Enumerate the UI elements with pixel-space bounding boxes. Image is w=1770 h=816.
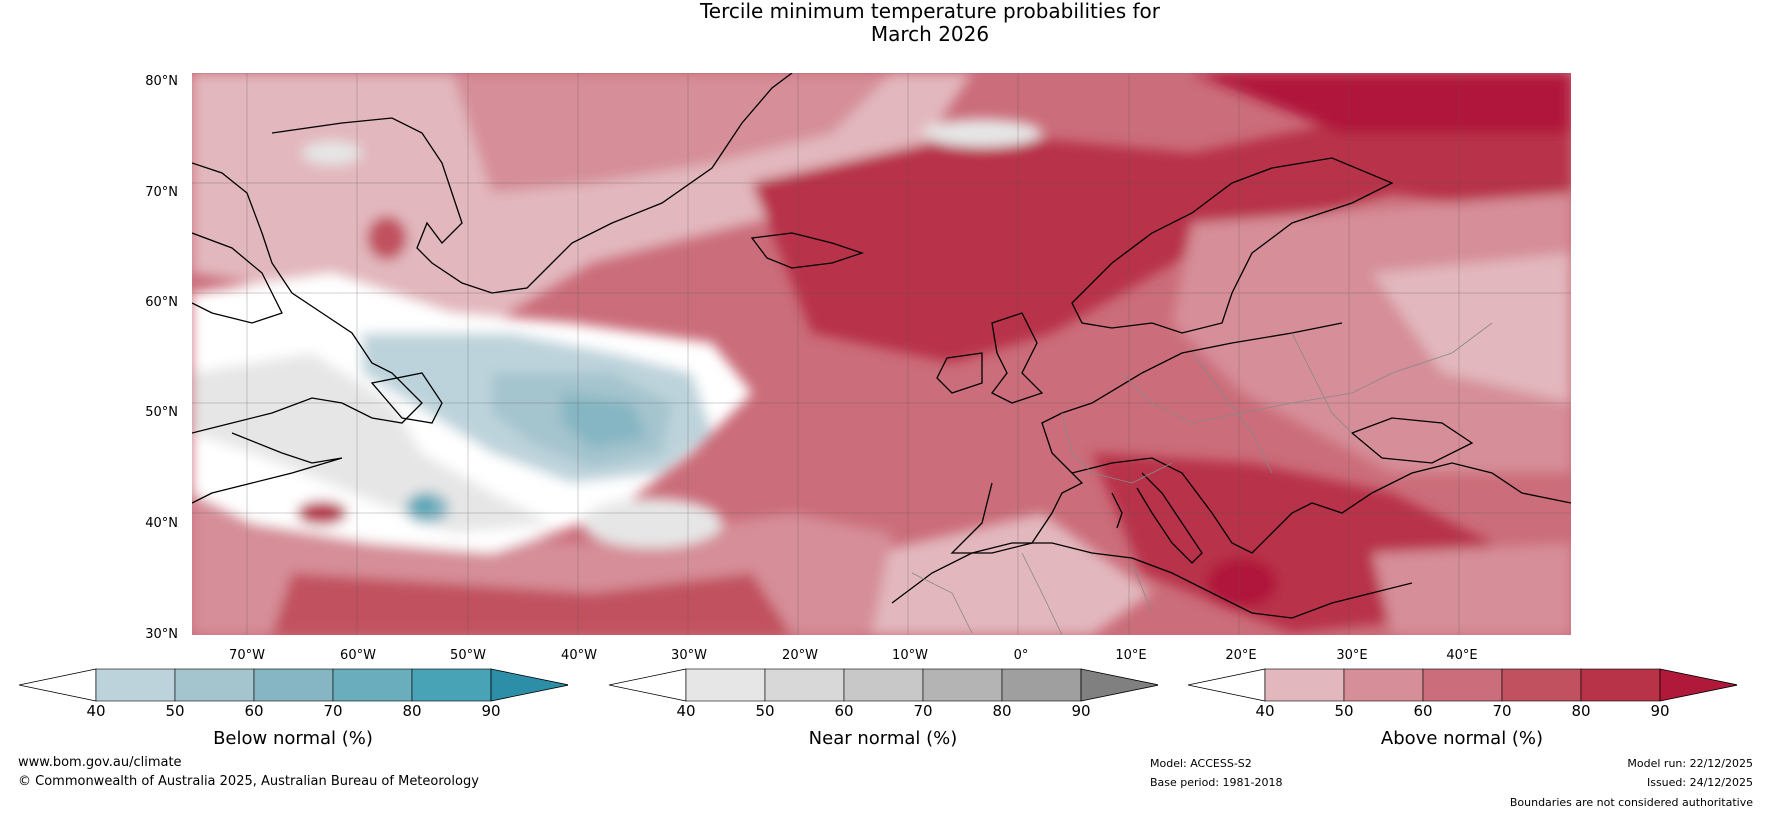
colorbar-tick-label: 50 bbox=[1334, 702, 1354, 720]
copyright-text: © Commonwealth of Australia 2025, Austra… bbox=[18, 774, 479, 789]
colorbar-extend-low bbox=[1187, 668, 1266, 702]
colorbar-extend-low bbox=[608, 668, 687, 702]
lon-label: 40°E bbox=[1446, 648, 1478, 663]
colorbar-segment bbox=[922, 668, 1003, 702]
map-svg bbox=[192, 73, 1571, 635]
colorbar-tick-label: 70 bbox=[913, 702, 933, 720]
lon-label: 0° bbox=[1013, 648, 1029, 663]
lon-label: 20°W bbox=[782, 648, 818, 663]
lon-label: 10°W bbox=[892, 648, 928, 663]
colorbar-tick-label: 70 bbox=[1492, 702, 1512, 720]
near-normal-label: Near normal (%) bbox=[808, 728, 958, 749]
probability-map bbox=[192, 73, 1571, 635]
colorbar-tick-label: 40 bbox=[676, 702, 696, 720]
colorbar-segment bbox=[1264, 668, 1345, 702]
colorbar-segment bbox=[1422, 668, 1503, 702]
colorbar-extend-low bbox=[18, 668, 97, 702]
chart-title: Tercile minimum temperature probabilitie… bbox=[0, 0, 1770, 46]
disclaimer-text: Boundaries are not considered authoritat… bbox=[1509, 796, 1753, 809]
lon-label: 30°W bbox=[671, 648, 707, 663]
colorbar-tick-label: 80 bbox=[1571, 702, 1591, 720]
base-period-text: Base period: 1981-2018 bbox=[1150, 776, 1283, 789]
lon-label: 70°W bbox=[229, 648, 265, 663]
colorbar-tick-label: 60 bbox=[1413, 702, 1433, 720]
lon-label: 40°W bbox=[561, 648, 597, 663]
colorbar-tick-label: 40 bbox=[86, 702, 106, 720]
colorbar-segment bbox=[411, 668, 492, 702]
colorbar-tick-label: 90 bbox=[1071, 702, 1091, 720]
lat-label: 50°N bbox=[145, 405, 178, 420]
lat-label: 80°N bbox=[145, 74, 178, 89]
colorbar-tick-label: 80 bbox=[992, 702, 1012, 720]
lon-label: 20°E bbox=[1225, 648, 1257, 663]
title-line-1: Tercile minimum temperature probabilitie… bbox=[699, 0, 1161, 23]
colorbar-tick-label: 50 bbox=[755, 702, 775, 720]
colorbar-extend-high bbox=[490, 668, 568, 702]
colorbar-tick-label: 60 bbox=[244, 702, 264, 720]
lat-label: 60°N bbox=[145, 295, 178, 310]
colorbar-tick-label: 70 bbox=[323, 702, 343, 720]
model-text: Model: ACCESS-S2 bbox=[1150, 757, 1252, 770]
lat-label: 40°N bbox=[145, 516, 178, 531]
below-normal-colorbar bbox=[18, 668, 568, 702]
colorbar-extend-high bbox=[1080, 668, 1158, 702]
colorbar-tick-label: 60 bbox=[834, 702, 854, 720]
lon-label: 60°W bbox=[340, 648, 376, 663]
colorbar-segment bbox=[253, 668, 334, 702]
lat-label: 30°N bbox=[145, 627, 178, 642]
colorbar-segment bbox=[685, 668, 766, 702]
lat-label: 70°N bbox=[145, 185, 178, 200]
colorbar-segment bbox=[1001, 668, 1082, 702]
lon-label: 30°E bbox=[1336, 648, 1368, 663]
colorbar-segment bbox=[764, 668, 845, 702]
colorbar-tick-label: 90 bbox=[1650, 702, 1670, 720]
website-link[interactable]: www.bom.gov.au/climate bbox=[18, 755, 182, 770]
colorbar-segment bbox=[174, 668, 255, 702]
colorbar-tick-label: 50 bbox=[165, 702, 185, 720]
colorbar-segment bbox=[1580, 668, 1661, 702]
lon-label: 10°E bbox=[1115, 648, 1147, 663]
colorbar-segment bbox=[1343, 668, 1424, 702]
colorbar-tick-label: 90 bbox=[481, 702, 501, 720]
colorbar-segment bbox=[1501, 668, 1582, 702]
below-normal-label: Below normal (%) bbox=[213, 728, 373, 749]
model-run-text: Model run: 22/12/2025 bbox=[1627, 757, 1753, 770]
colorbar-tick-label: 40 bbox=[1255, 702, 1275, 720]
above-normal-label: Above normal (%) bbox=[1380, 728, 1544, 749]
title-line-2: March 2026 bbox=[870, 22, 990, 46]
issued-text: Issued: 24/12/2025 bbox=[1646, 776, 1753, 789]
near-normal-colorbar bbox=[608, 668, 1158, 702]
colorbar-segment bbox=[332, 668, 413, 702]
coastlines bbox=[192, 73, 1571, 619]
colorbar-extend-high bbox=[1659, 668, 1737, 702]
above-normal-colorbar bbox=[1187, 668, 1737, 702]
colorbar-tick-label: 80 bbox=[402, 702, 422, 720]
colorbar-segment bbox=[95, 668, 176, 702]
lon-label: 50°W bbox=[450, 648, 486, 663]
country-borders bbox=[911, 322, 1493, 635]
colorbar-segment bbox=[843, 668, 924, 702]
